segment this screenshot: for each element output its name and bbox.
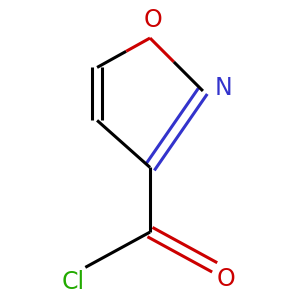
Text: N: N [214,76,232,100]
Text: Cl: Cl [62,270,85,294]
Text: O: O [217,267,236,291]
Text: O: O [144,8,162,32]
